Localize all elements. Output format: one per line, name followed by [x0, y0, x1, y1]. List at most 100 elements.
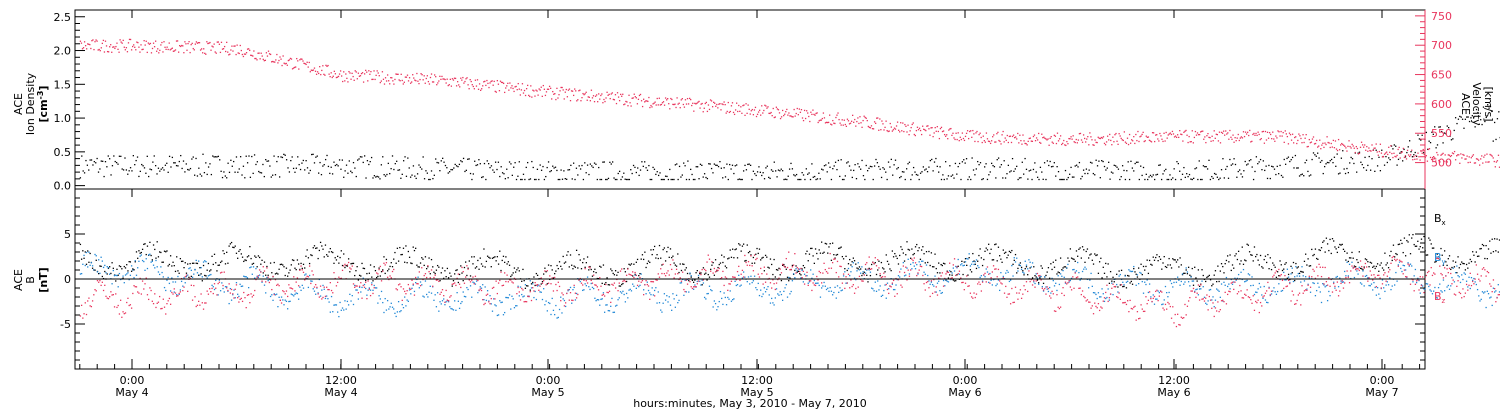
b-x-point [366, 273, 367, 274]
b-x-point [1209, 275, 1210, 276]
b-x-point [209, 270, 210, 271]
velocity-point [313, 69, 314, 70]
velocity-point [1388, 147, 1389, 148]
velocity-point [619, 100, 620, 101]
b-x-point [1189, 275, 1190, 276]
b-x-point [620, 285, 621, 286]
density-point [896, 168, 897, 169]
density-point [712, 172, 713, 173]
density-point [343, 177, 344, 178]
b-x-point [298, 263, 299, 264]
b-y-point [660, 309, 661, 310]
density-point [903, 171, 904, 172]
density-point [580, 168, 581, 169]
b-x-point [213, 264, 214, 265]
density-point [1089, 169, 1090, 170]
b-y-point [911, 268, 912, 269]
b-y-point [987, 271, 988, 272]
b-x-point [676, 266, 677, 267]
b-y-point [411, 288, 412, 289]
density-point [406, 176, 407, 177]
velocity-point [548, 89, 549, 90]
velocity-point [1111, 144, 1112, 145]
density-point [425, 170, 426, 171]
density-point [719, 161, 720, 162]
b-x-point [183, 267, 184, 268]
density-point [1036, 171, 1037, 172]
density-point [928, 166, 929, 167]
b-x-point [859, 266, 860, 267]
b-y-point [645, 293, 646, 294]
b-y-point [1162, 303, 1163, 304]
velocity-point [493, 85, 494, 86]
b-y-point [164, 287, 165, 288]
b-y-point [556, 317, 557, 318]
b-x-point [1015, 254, 1016, 255]
b-x-point [1123, 286, 1124, 287]
b-x-point [893, 256, 894, 257]
b-x-point [986, 247, 987, 248]
b-x-point [1353, 258, 1354, 259]
b-x-point [1084, 262, 1085, 263]
density-point [184, 171, 185, 172]
velocity-point [1172, 131, 1173, 132]
density-point [847, 161, 848, 162]
velocity-point [511, 85, 512, 86]
b-x-point [745, 260, 746, 261]
density-point [520, 179, 521, 180]
b-y-point [165, 290, 166, 291]
velocity-point [1293, 142, 1294, 143]
velocity-point [1114, 134, 1115, 135]
density-point [307, 167, 308, 168]
velocity-point [507, 83, 508, 84]
b-y-point [1098, 292, 1099, 293]
density-point [1392, 148, 1393, 149]
velocity-point [1225, 130, 1226, 131]
density-point [930, 160, 931, 161]
b-x-point [1498, 251, 1499, 252]
b-x-point [619, 285, 620, 286]
b-x-point [1089, 254, 1090, 255]
b-y-point [438, 311, 439, 312]
b-y-point [921, 261, 922, 262]
b-x-point [86, 264, 87, 265]
density-point [1140, 166, 1141, 167]
density-point [87, 165, 88, 166]
density-point [166, 163, 167, 164]
density-point [842, 179, 843, 180]
velocity-point [925, 130, 926, 131]
velocity-point [216, 53, 217, 54]
velocity-point [604, 101, 605, 102]
velocity-point [1359, 153, 1360, 154]
velocity-point [668, 103, 669, 104]
velocity-point [726, 112, 727, 113]
density-point [533, 167, 534, 168]
density-point [195, 158, 196, 159]
b-y-point [80, 273, 81, 274]
b-y-point [250, 266, 251, 267]
velocity-point [1108, 139, 1109, 140]
b-y-point [193, 273, 194, 274]
density-point [105, 161, 106, 162]
b-x-point [88, 262, 89, 263]
velocity-point [441, 76, 442, 77]
density-point [776, 176, 777, 177]
b-x-point [748, 252, 749, 253]
velocity-point [1303, 142, 1304, 143]
b-x-point [247, 256, 248, 257]
b-y-point [268, 280, 269, 281]
b-y-point [403, 307, 404, 308]
velocity-point [1240, 137, 1241, 138]
velocity-point [309, 62, 310, 63]
velocity-point [972, 130, 973, 131]
b-y-point [417, 277, 418, 278]
b-y-point [1079, 279, 1080, 280]
b-y-point [456, 292, 457, 293]
density-point [1094, 174, 1095, 175]
b-x-point [691, 276, 692, 277]
b-y-point [1221, 283, 1222, 284]
velocity-point [1239, 140, 1240, 141]
velocity-point [354, 80, 355, 81]
b-x-point [933, 266, 934, 267]
b-x-point [915, 246, 916, 247]
